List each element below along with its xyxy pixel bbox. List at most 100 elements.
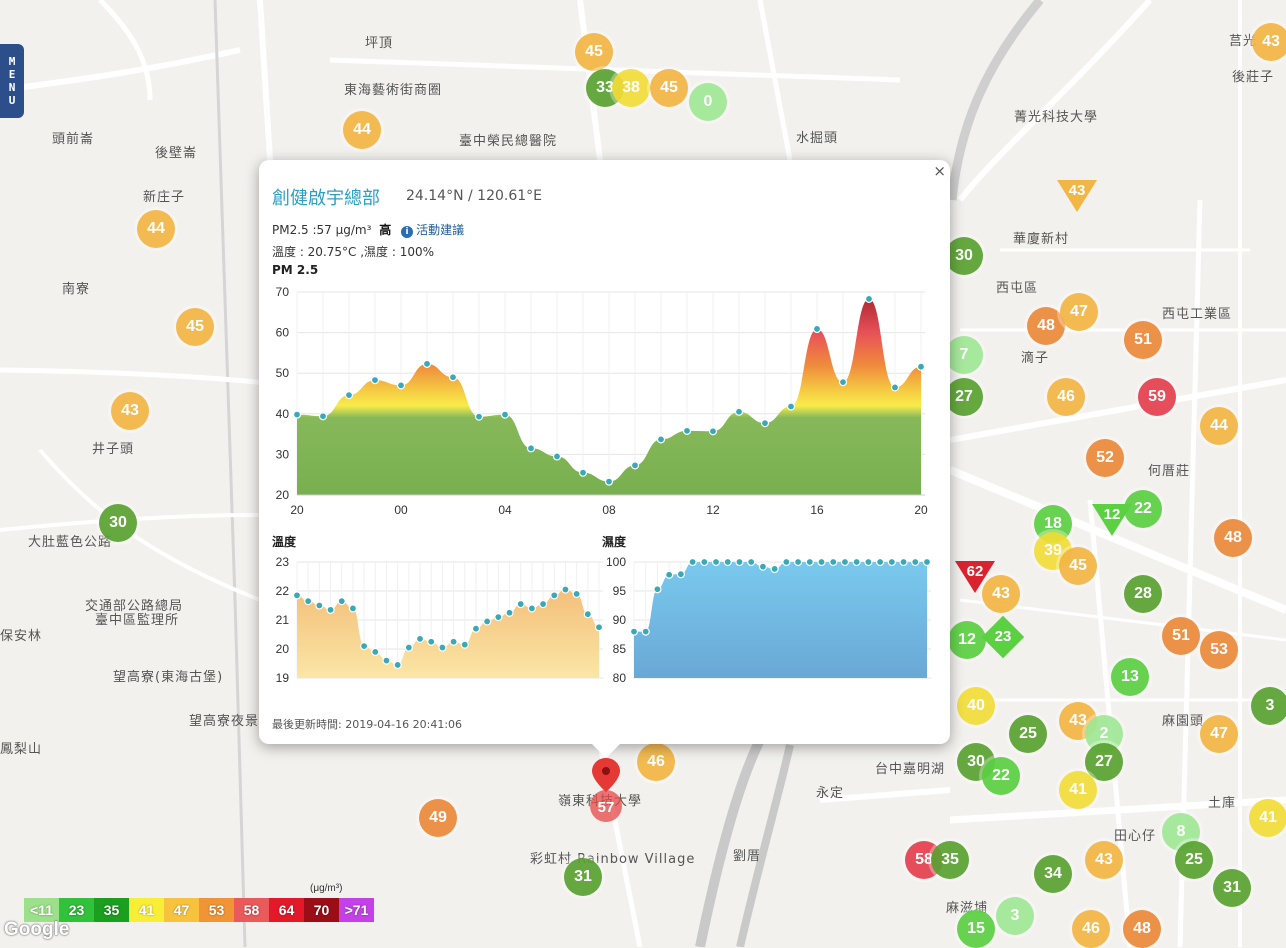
data-point: [723, 557, 732, 567]
data-point: [838, 378, 848, 387]
data-point: [371, 647, 380, 657]
aqi-station-marker[interactable]: 59: [1138, 378, 1176, 416]
aqi-station-marker[interactable]: 52: [1086, 439, 1124, 477]
aqi-station-marker[interactable]: 43: [1252, 23, 1286, 61]
data-point: [793, 557, 803, 567]
aqi-station-marker[interactable]: 22: [982, 757, 1020, 795]
weather-reading: 溫度 : 20.75°C ,濕度 : 100%: [272, 245, 435, 259]
place-label: 井子頭: [92, 442, 135, 457]
aqi-station-marker[interactable]: 38: [612, 69, 650, 107]
aqi-station-marker[interactable]: 28: [1124, 575, 1162, 613]
data-point: [483, 617, 492, 626]
aqi-station-marker[interactable]: 47: [1200, 715, 1238, 753]
aqi-station-marker[interactable]: 46: [1047, 378, 1085, 416]
legend-item: <11: [24, 898, 59, 922]
data-point: [552, 452, 562, 461]
aqi-station-marker[interactable]: 35: [931, 841, 969, 879]
aqi-station-marker[interactable]: 48: [1123, 910, 1161, 948]
aqi-station-marker[interactable]: 15: [957, 910, 995, 948]
aqi-station-marker[interactable]: 7: [945, 336, 983, 374]
legend-item: >71: [339, 898, 374, 922]
aqi-station-marker[interactable]: 53: [1200, 631, 1238, 669]
data-point: [460, 640, 469, 649]
aqi-station-marker[interactable]: 45: [1059, 547, 1097, 585]
station-value-marker: [590, 790, 622, 822]
triangle-station-marker[interactable]: 62: [955, 561, 995, 593]
aqi-station-marker[interactable]: 48: [1214, 519, 1252, 557]
aqi-station-marker[interactable]: 47: [1060, 293, 1098, 331]
data-point: [735, 557, 744, 567]
data-point: [344, 391, 354, 400]
y-tick-label: 22: [276, 584, 290, 598]
aqi-station-marker[interactable]: 51: [1124, 321, 1162, 359]
place-label: 南寮: [62, 282, 91, 297]
aqi-station-marker[interactable]: 31: [564, 858, 602, 896]
aqi-station-marker[interactable]: 43: [111, 392, 149, 430]
data-point: [876, 557, 885, 567]
data-point: [922, 557, 932, 567]
activity-advice-link[interactable]: i 活動建議: [401, 223, 464, 238]
aqi-station-marker[interactable]: 48: [1027, 307, 1065, 345]
data-point: [292, 410, 302, 419]
pin-value: 57: [598, 799, 615, 816]
aqi-station-marker[interactable]: 45: [176, 308, 214, 346]
place-label: 滴子: [1021, 351, 1050, 366]
legend-item: 53: [199, 898, 234, 922]
data-point: [471, 624, 481, 633]
aqi-station-marker[interactable]: 45: [575, 33, 613, 71]
data-point: [505, 608, 514, 617]
data-point: [829, 557, 838, 567]
data-point: [676, 570, 685, 579]
aqi-station-marker[interactable]: 40: [957, 687, 995, 725]
place-label: 大肚藍色公路: [28, 535, 113, 550]
aqi-station-marker[interactable]: 13: [1111, 658, 1149, 696]
aqi-station-marker[interactable]: 30: [945, 237, 983, 275]
data-point: [760, 419, 770, 428]
aqi-station-marker[interactable]: 27: [1085, 743, 1123, 781]
y-tick-label: 60: [276, 326, 290, 340]
data-point: [318, 412, 328, 421]
data-point: [665, 570, 674, 579]
aqi-station-marker[interactable]: 46: [637, 743, 675, 781]
triangle-station-marker[interactable]: 12: [1092, 504, 1132, 536]
close-icon[interactable]: ×: [933, 162, 946, 180]
aqi-station-marker[interactable]: 41: [1059, 771, 1097, 809]
aqi-station-marker[interactable]: 51: [1162, 617, 1200, 655]
aqi-station-marker[interactable]: 49: [419, 799, 457, 837]
place-label: 頭前崙: [52, 132, 95, 147]
aqi-station-marker[interactable]: 43: [1085, 841, 1123, 879]
aqi-station-marker[interactable]: 27: [945, 378, 983, 416]
aqi-station-marker[interactable]: 44: [1200, 407, 1238, 445]
data-point: [817, 557, 826, 567]
triangle-station-marker[interactable]: 43: [1057, 180, 1097, 212]
y-tick-label: 40: [276, 407, 290, 421]
aqi-station-marker[interactable]: 41: [1249, 799, 1286, 837]
data-point: [396, 381, 406, 390]
aqi-station-marker[interactable]: 46: [1072, 910, 1110, 948]
aqi-station-marker[interactable]: 25: [1175, 841, 1213, 879]
x-tick-label: 12: [706, 503, 720, 517]
data-point: [758, 562, 768, 571]
data-point: [422, 359, 432, 368]
aqi-station-marker[interactable]: 12: [948, 621, 986, 659]
area-series: [634, 562, 927, 678]
station-name: 創健啟宇總部: [272, 188, 380, 209]
station-pin[interactable]: 57: [590, 758, 622, 828]
aqi-station-marker[interactable]: 3: [996, 897, 1034, 935]
aqi-station-marker[interactable]: 45: [650, 69, 688, 107]
legend-item: 23: [59, 898, 94, 922]
data-point: [711, 557, 721, 567]
aqi-station-marker[interactable]: 44: [343, 111, 381, 149]
place-label: 永定: [816, 786, 845, 801]
data-point: [629, 627, 639, 636]
aqi-station-marker[interactable]: 0: [689, 83, 727, 121]
aqi-station-marker[interactable]: 34: [1034, 855, 1072, 893]
aqi-station-marker[interactable]: 25: [1009, 715, 1047, 753]
aqi-station-marker[interactable]: 3: [1251, 687, 1286, 725]
aqi-station-marker[interactable]: 31: [1213, 869, 1251, 907]
aqi-station-marker[interactable]: 44: [137, 210, 175, 248]
aqi-station-marker[interactable]: 30: [99, 504, 137, 542]
data-point: [594, 623, 604, 632]
